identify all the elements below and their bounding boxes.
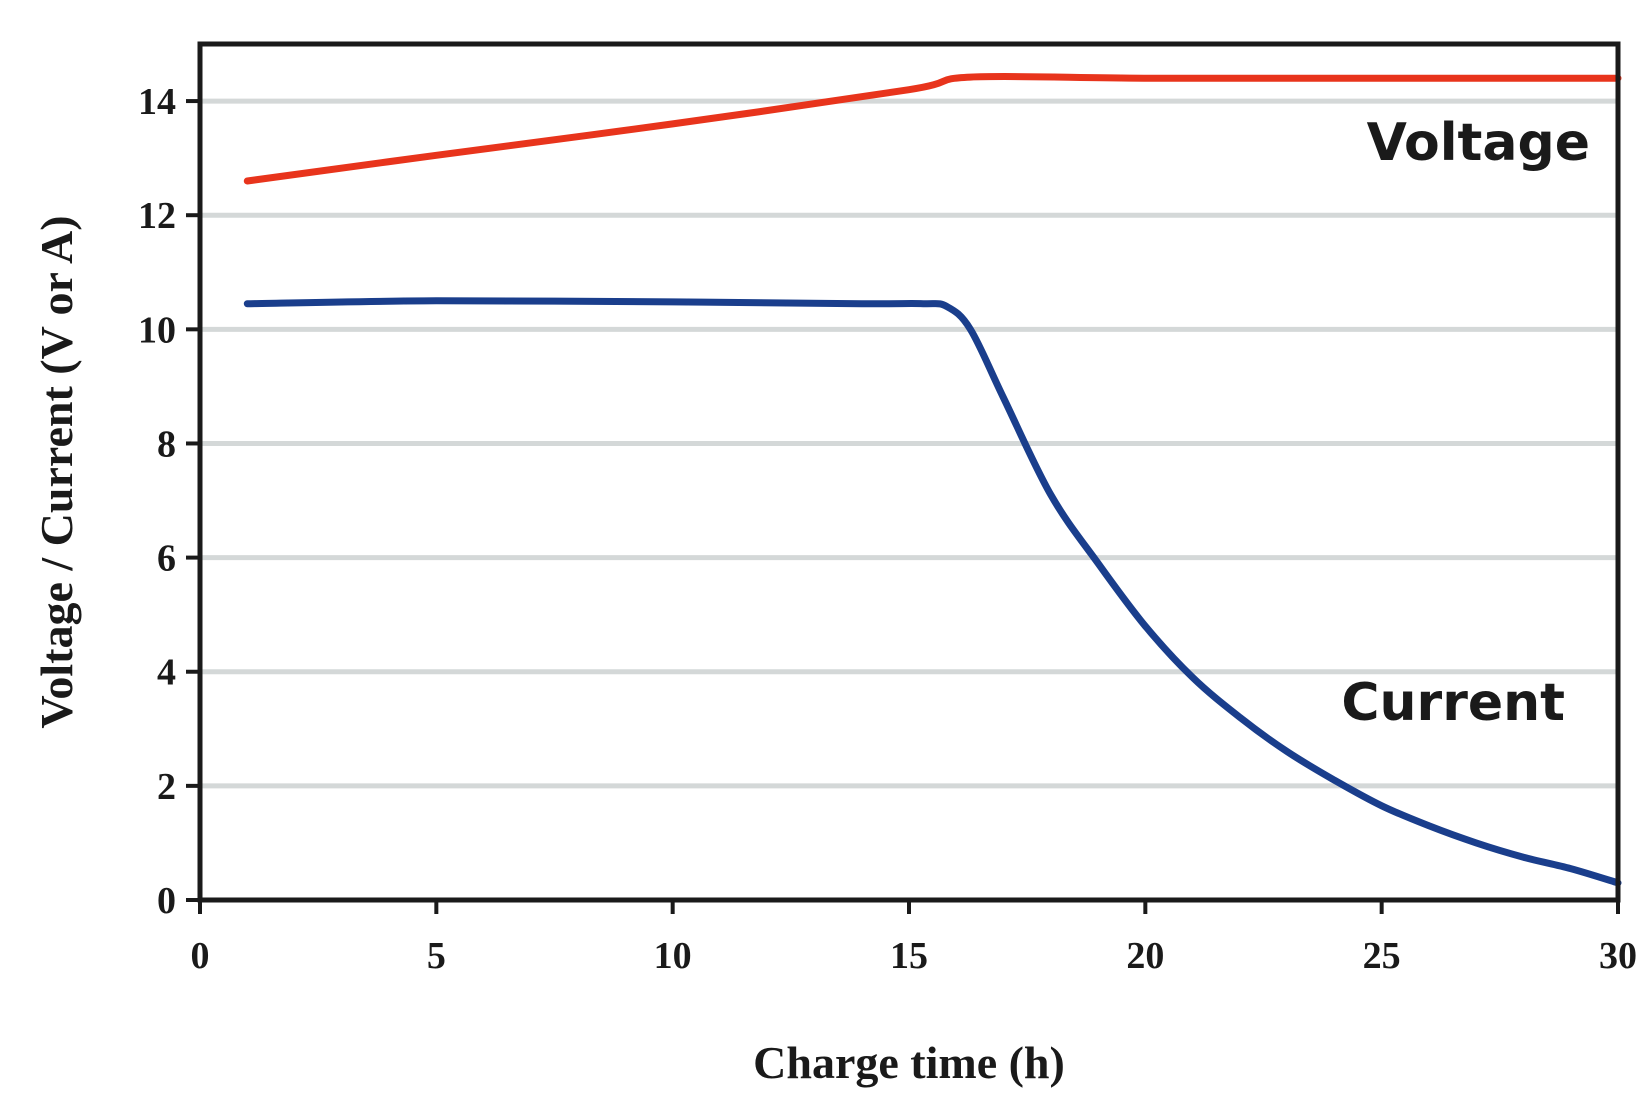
series-line-voltage <box>243 72 1622 185</box>
series-layer <box>243 72 1622 887</box>
series-line-current <box>243 297 1622 887</box>
y-tick-label: 6 <box>157 538 176 580</box>
y-axis-title: Voltage / Current (V or A) <box>31 215 82 728</box>
y-tick-label: 0 <box>157 880 176 922</box>
x-tick-label: 10 <box>654 935 692 977</box>
y-tick-label: 4 <box>157 652 176 694</box>
y-tick-label: 10 <box>138 309 176 351</box>
x-tick-label: 15 <box>890 935 928 977</box>
series-label-current: Current <box>1341 673 1565 733</box>
x-tick-label: 0 <box>191 935 210 977</box>
y-tick-label: 14 <box>138 81 176 123</box>
x-tick-label: 5 <box>427 935 446 977</box>
gridlines <box>200 98 1618 789</box>
x-tick-label: 20 <box>1126 935 1164 977</box>
series-labels: Voltage Current <box>1341 113 1590 733</box>
y-tick-label: 8 <box>157 423 176 465</box>
y-tick-label: 12 <box>138 195 176 237</box>
x-tick-labels: 0 5 10 15 20 25 30 <box>191 935 1638 977</box>
tick-marks <box>186 99 1620 914</box>
y-tick-labels: 0 2 4 6 8 10 12 14 <box>138 81 176 922</box>
x-axis-title: Charge time (h) <box>753 1037 1065 1088</box>
x-tick-label: 30 <box>1599 935 1637 977</box>
series-label-voltage: Voltage <box>1367 113 1590 173</box>
x-tick-label: 25 <box>1363 935 1401 977</box>
y-tick-label: 2 <box>157 766 176 808</box>
